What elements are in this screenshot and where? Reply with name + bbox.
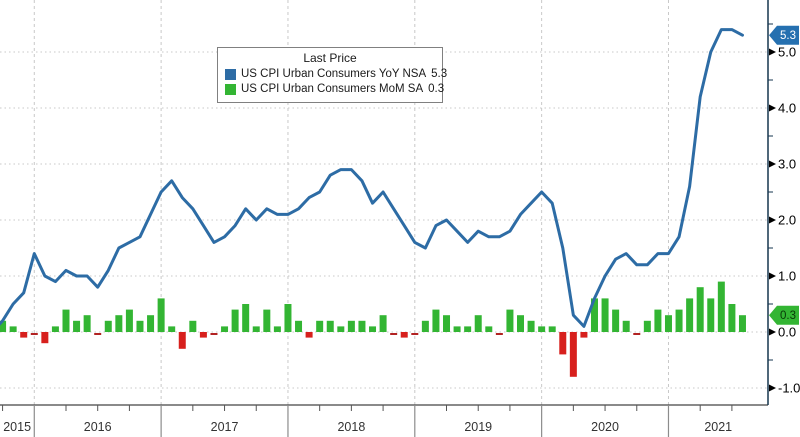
legend: Last Price US CPI Urban Consumers YoY NS…: [217, 47, 447, 103]
yoy-series-value: 5.3: [431, 68, 448, 80]
yoy-last-price-badge: 5.3: [769, 25, 799, 45]
mom-last-price-badge: 0.3: [769, 305, 799, 325]
legend-title: Last Price: [303, 51, 357, 65]
yoy-series-color-chip: [225, 69, 236, 80]
svg-text:5.0: 5.0: [778, 45, 796, 60]
svg-text:2020: 2020: [591, 420, 619, 434]
svg-text:2016: 2016: [84, 420, 112, 434]
svg-text:2018: 2018: [337, 420, 365, 434]
svg-text:-1.0: -1.0: [778, 381, 800, 396]
mom-series-value: 0.3: [428, 83, 445, 95]
svg-text:0.3: 0.3: [780, 310, 796, 322]
svg-text:3.0: 3.0: [778, 157, 796, 172]
svg-text:2015: 2015: [3, 420, 31, 434]
svg-text:0.0: 0.0: [778, 325, 796, 340]
svg-text:2.0: 2.0: [778, 213, 796, 228]
svg-text:1.0: 1.0: [778, 269, 796, 284]
mom-series-label: US CPI Urban Consumers MoM SA: [241, 83, 424, 95]
legend-row-mom: US CPI Urban Consumers MoM SA 0.3: [225, 82, 444, 97]
svg-text:2019: 2019: [464, 420, 492, 434]
svg-text:4.0: 4.0: [778, 101, 796, 116]
legend-row-yoy: US CPI Urban Consumers YoY NSA 5.3: [225, 67, 447, 82]
svg-text:2021: 2021: [704, 420, 732, 434]
svg-text:2017: 2017: [211, 420, 239, 434]
yoy-series-label: US CPI Urban Consumers YoY NSA: [241, 68, 427, 80]
mom-series-color-chip: [225, 84, 236, 95]
svg-text:5.3: 5.3: [780, 30, 796, 42]
